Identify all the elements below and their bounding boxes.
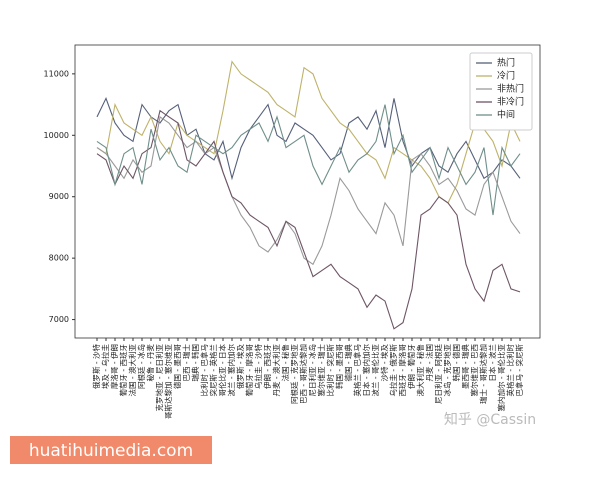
x-tick-label: 俄罗斯 - 埃及 — [235, 344, 245, 389]
x-tick-label: 丹麦 - 法国 — [424, 344, 434, 381]
watermark: 知乎 @Cassin — [444, 411, 536, 428]
legend-box — [469, 52, 533, 131]
x-tick-label: 塞尔维亚 - 瑞士 — [316, 344, 326, 397]
x-tick-label: 乌拉圭 - 沙特 — [253, 344, 263, 389]
x-tick-label: 哥斯达黎加 - 塞尔维亚 — [163, 344, 173, 419]
x-tick-label: 澳大利亚 - 秘鲁 — [415, 344, 425, 396]
x-tick-label: 葡萄牙 - 摩洛哥 — [244, 344, 254, 397]
x-tick-label: 西班牙 - 摩洛哥 — [397, 344, 407, 397]
y-tick-label: 10000 — [44, 131, 69, 140]
x-tick-label: 法国 - 澳大利亚 — [127, 344, 137, 397]
y-tick-label: 9000 — [49, 192, 69, 201]
x-tick-label: 哥伦比亚 - 日本 — [217, 344, 227, 397]
x-tick-label: 日本 - 波兰 — [487, 344, 497, 382]
x-tick-label: 英格兰 - 比利时 — [505, 344, 515, 397]
y-tick-label: 11000 — [44, 69, 69, 78]
x-tick-label: 日本 - 塞内加尔 — [361, 344, 371, 397]
x-tick-label: 埃及 - 乌拉圭 — [100, 344, 110, 389]
series-line — [96, 104, 521, 216]
x-tick-label: 突尼斯 - 英格兰 — [208, 344, 218, 397]
x-tick-label: 阿根廷 - 克罗地亚 — [289, 344, 299, 404]
x-tick-label: 英格兰 - 巴拿马 — [352, 344, 362, 396]
x-tick-label: 阿根廷 - 冰岛 — [136, 344, 146, 389]
legend-label: 非冷门 — [497, 96, 524, 108]
x-tick-label: 韩国 - 墨西哥 — [334, 344, 344, 389]
x-tick-label: 葡萄牙 - 西班牙 — [118, 344, 128, 397]
x-tick-label: 乌拉圭 - 俄罗斯 — [388, 344, 398, 397]
x-tick-label: 比利时 - 突尼斯 — [325, 344, 335, 397]
x-tick-label: 波兰 - 哥伦比亚 — [370, 344, 380, 397]
x-tick-label: 巴西 - 哥斯达黎加 — [298, 344, 308, 404]
legend-label: 非热门 — [497, 83, 524, 95]
x-tick-label: 冰岛 - 克罗地亚 — [442, 344, 452, 397]
series-line — [96, 109, 521, 330]
x-tick-label: 沙特 - 埃及 — [379, 344, 389, 382]
x-tick-label: 波兰 - 塞内加尔 — [226, 344, 236, 397]
series-line — [96, 96, 521, 181]
y-tick-label: 8000 — [49, 254, 69, 263]
x-tick-label: 塞尔维亚 - 巴西 — [469, 344, 479, 397]
plot-frame — [74, 44, 541, 339]
x-tick-label: 俄罗斯 - 沙特 — [91, 344, 101, 389]
watermark: huatihuimedia.com — [29, 441, 193, 461]
y-tick-label: 7000 — [49, 315, 69, 324]
series-line — [96, 115, 521, 266]
legend-label: 热门 — [497, 57, 515, 69]
legend-label: 中间 — [497, 109, 515, 121]
x-tick-label: 巴西 - 瑞士 — [181, 344, 191, 382]
x-tick-label: 德国 - 瑞典 — [343, 344, 353, 382]
x-tick-label: 丹麦 - 澳大利亚 — [271, 344, 281, 397]
x-tick-label: 尼日利亚 - 阿根廷 — [433, 344, 443, 404]
x-tick-label: 伊朗 - 葡萄牙 — [406, 344, 416, 389]
x-tick-label: 比利时 - 巴拿马 — [199, 344, 209, 396]
x-tick-label: 尼日利亚 - 冰岛 — [307, 344, 317, 396]
series-line — [96, 60, 521, 204]
watermark-box — [10, 436, 212, 464]
x-tick-label: 墨西哥 - 瑞典 — [460, 344, 470, 389]
x-tick-label: 韩国 - 德国 — [451, 344, 461, 381]
x-tick-label: 德国 - 墨西哥 — [172, 344, 182, 389]
x-tick-label: 瑞士 - 哥斯达黎加 — [478, 344, 488, 404]
x-tick-label: 伊朗 - 西班牙 — [262, 344, 272, 389]
x-tick-label: 摩洛哥 - 伊朗 — [109, 344, 119, 389]
x-tick-label: 瑞典 - 韩国 — [190, 344, 200, 381]
x-tick-label: 法国 - 秘鲁 — [280, 344, 290, 381]
x-tick-label: 秘鲁 - 丹麦 — [145, 344, 155, 382]
x-tick-label: 巴拿马 - 突尼斯 — [514, 344, 524, 397]
x-tick-label: 克罗地亚 - 尼日利亚 — [154, 344, 164, 412]
x-tick-label: 塞内加尔 - 哥伦比亚 — [496, 344, 506, 412]
legend-label: 冷门 — [497, 70, 515, 82]
